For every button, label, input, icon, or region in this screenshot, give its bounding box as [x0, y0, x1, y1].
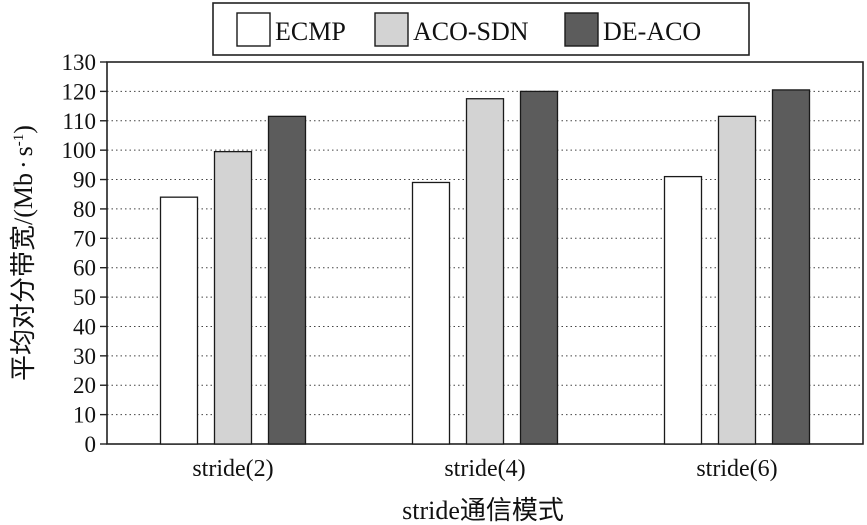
legend-swatch-de-aco [564, 12, 599, 47]
y-axis-ticks: 0 10 20 30 40 50 60 70 80 90 100 110 120 130 [62, 50, 107, 457]
x-category-label: stride(6) [696, 456, 777, 482]
bar-de-aco-2 [519, 90, 559, 445]
bar-de-aco-3 [771, 89, 811, 445]
y-tick-label: 0 [85, 432, 97, 457]
x-axis-category-labels: stride(2) stride(4) stride(6) [192, 456, 777, 482]
bar-ecmp-1 [159, 196, 199, 445]
y-tick-label: 30 [73, 344, 96, 369]
y-tick-label: 120 [62, 79, 97, 104]
y-axis-title: 平均对分带宽/(Mb · s-1) [9, 125, 38, 381]
y-tick-label: 20 [73, 373, 96, 398]
bars [159, 89, 811, 445]
y-tick-label: 60 [73, 256, 96, 281]
y-tick-label: 10 [73, 403, 96, 428]
bar-aco-sdn-2 [465, 98, 505, 445]
legend-label-ecmp: ECMP [275, 17, 346, 46]
legend: ECMP ACO-SDN DE-ACO [212, 2, 750, 56]
y-tick-label: 110 [62, 109, 96, 134]
y-tick-label: 80 [73, 197, 96, 222]
legend-swatch-aco-sdn [374, 12, 409, 47]
bar-ecmp-3 [663, 175, 703, 445]
x-category-label: stride(2) [192, 456, 273, 482]
legend-frame [212, 2, 750, 56]
legend-swatch-ecmp [236, 12, 271, 47]
bar-aco-sdn-1 [213, 150, 253, 445]
y-axis-title-unit: s [9, 146, 38, 156]
y-tick-label: 70 [73, 226, 96, 251]
y-axis-title-exponent: -1 [11, 134, 27, 147]
legend-label-de-aco: DE-ACO [603, 17, 701, 46]
bar-de-aco-1 [267, 115, 307, 445]
x-axis-title: stride通信模式 [402, 496, 564, 525]
y-axis-title-main: 平均对分带宽/(Mb [9, 173, 38, 381]
y-tick-label: 130 [62, 50, 97, 75]
x-category-label: stride(4) [444, 456, 525, 482]
legend-label-aco-sdn: ACO-SDN [413, 17, 529, 46]
y-tick-label: 40 [73, 314, 96, 339]
y-axis-title-dot: · [9, 160, 38, 169]
bar-aco-sdn-3 [717, 115, 757, 445]
y-tick-label: 90 [73, 168, 96, 193]
y-tick-label: 50 [73, 285, 96, 310]
bar-ecmp-2 [411, 181, 451, 445]
y-axis-title-close: ) [9, 125, 38, 134]
y-tick-label: 100 [62, 138, 97, 163]
